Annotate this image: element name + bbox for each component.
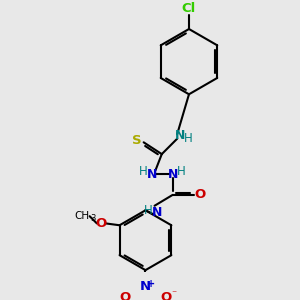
Text: N: N xyxy=(140,280,151,293)
Text: O: O xyxy=(119,291,130,300)
Text: H: H xyxy=(139,165,148,178)
Text: Cl: Cl xyxy=(182,2,196,15)
Text: O: O xyxy=(161,291,172,300)
Text: N: N xyxy=(147,167,157,181)
Text: N: N xyxy=(167,167,178,181)
Text: O: O xyxy=(194,188,206,201)
Text: H: H xyxy=(176,165,185,178)
Text: H: H xyxy=(184,132,192,145)
Text: 3: 3 xyxy=(91,214,96,223)
Text: N: N xyxy=(152,206,162,219)
Text: H: H xyxy=(144,204,153,217)
Text: O: O xyxy=(96,217,107,230)
Text: N: N xyxy=(175,130,185,142)
Text: CH: CH xyxy=(75,211,90,221)
Text: S: S xyxy=(132,134,141,147)
Text: ⁻: ⁻ xyxy=(171,290,176,300)
Text: +: + xyxy=(147,279,155,289)
